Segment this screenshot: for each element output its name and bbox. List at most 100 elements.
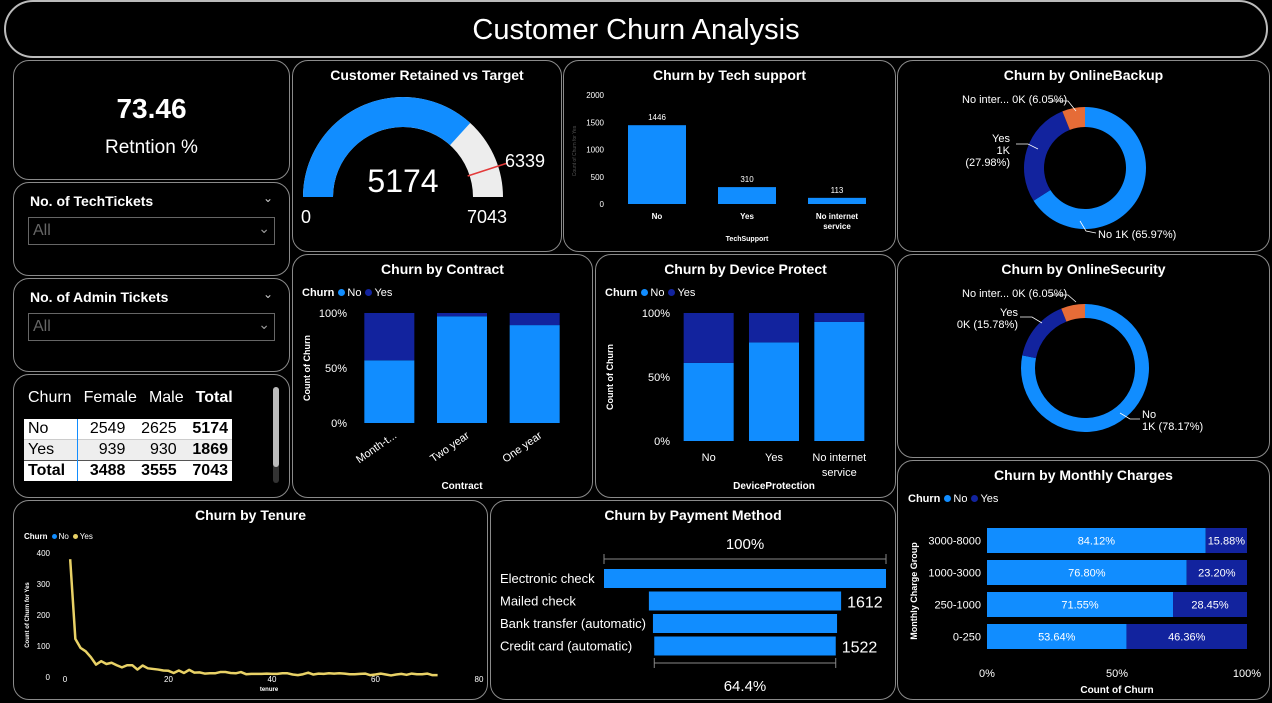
slicer-tech-tickets: No. of TechTickets ⌄ All ⌄	[13, 182, 290, 276]
bar-no	[749, 342, 799, 441]
matrix-header-total[interactable]: Total	[195, 389, 233, 406]
data-label: 28.45%	[1191, 600, 1229, 612]
device-protect-title: Churn by Device Protect	[664, 261, 827, 277]
legend-no[interactable]: No	[650, 287, 665, 299]
y-axis-title: Count of Churn	[605, 344, 615, 410]
tech-support-title: Churn by Tech support	[653, 67, 806, 83]
data-label: 23.20%	[1198, 568, 1236, 580]
bar-yes	[683, 313, 734, 363]
online-backup-chart	[1016, 100, 1146, 234]
donut-label-no-internet: No inter... 0K (6.05%)	[962, 288, 1068, 300]
y-tick-label: 2000	[586, 91, 604, 100]
scrollbar-thumb[interactable]	[273, 387, 279, 467]
table-row[interactable]: Total 3488 3555 7043	[24, 460, 232, 481]
leader-line	[1050, 294, 1077, 303]
bar-yes	[1205, 528, 1247, 553]
contract-legend: Churn No Yes	[302, 287, 392, 299]
chevron-down-icon[interactable]: ⌄	[262, 191, 273, 205]
matrix-cell: No	[24, 419, 79, 440]
bar-yes	[437, 313, 487, 317]
legend-yes-dot	[365, 289, 373, 296]
y-axis-title: Count of Churn	[302, 335, 312, 401]
tech-tickets-dropdown[interactable]: All ⌄	[28, 217, 275, 245]
x-tick-label: No	[652, 212, 663, 221]
donut-slice	[1024, 111, 1070, 201]
dropdown-arrow-icon[interactable]: ⌄	[258, 220, 270, 236]
matrix-header-churn[interactable]: Churn	[28, 389, 72, 406]
leader-line	[1119, 412, 1140, 420]
matrix-cell: 3488	[89, 462, 126, 479]
funnel-bar	[604, 569, 886, 588]
matrix-header-female[interactable]: Female	[83, 389, 137, 406]
bar-yes	[1126, 624, 1247, 649]
matrix-header-male[interactable]: Male	[148, 389, 184, 406]
donut-slice	[1062, 107, 1085, 130]
donut-slice	[1061, 304, 1085, 322]
matrix-cell: 2549	[89, 420, 126, 437]
x-tick-label: Yes	[765, 452, 783, 464]
bar-yes	[1186, 560, 1247, 585]
x-axis-title: Contract	[441, 481, 483, 492]
donut-label-no: No 1K (65.97%)	[1098, 229, 1177, 241]
tenure-panel: Churn by Tenure Churn No Yes 400 300 200 100 0…	[13, 500, 488, 700]
x-axis-title: Count of Churn	[1080, 685, 1153, 696]
legend-title: Churn	[908, 493, 941, 505]
table-row[interactable]: Yes 939 930 1869	[24, 439, 232, 461]
chevron-down-icon[interactable]: ⌄	[262, 287, 273, 301]
dropdown-arrow-icon[interactable]: ⌄	[258, 316, 270, 332]
bar-no	[683, 362, 734, 441]
monthly-charges-panel: Churn by Monthly Charges Churn No Yes 84.1…	[897, 460, 1270, 700]
tenure-title: Churn by Tenure	[195, 507, 306, 523]
legend-yes[interactable]: Yes	[374, 287, 393, 299]
y-tick-label: 1000	[586, 146, 604, 155]
contract-panel: Churn by Contract Churn No Yes 100% 50% 0% Co…	[292, 254, 593, 498]
x-tick-label: No	[702, 452, 716, 464]
gauge-panel: Customer Retained vs Target 5174 0 7043 …	[292, 60, 562, 252]
y-axis-title: Monthly Charge Group	[909, 542, 919, 640]
matrix-cell: 7043	[192, 462, 228, 479]
tech-support-panel: Churn by Tech support 2000 1500 1000 500 0 Co…	[563, 60, 896, 252]
y-tick-label: 500	[591, 173, 605, 182]
monthly-legend: Churn No Yes	[908, 493, 998, 505]
legend-no[interactable]: No	[58, 532, 69, 541]
legend-no-dot	[338, 289, 346, 296]
category-label: Electronic check	[500, 571, 595, 586]
contract-title: Churn by Contract	[381, 261, 504, 277]
scrollbar[interactable]	[273, 387, 279, 483]
slicer-admin-tickets: No. of Admin Tickets ⌄ All ⌄	[13, 278, 290, 372]
slicer-title: No. of Admin Tickets	[30, 289, 169, 305]
leader-line	[1050, 100, 1077, 112]
bar-no	[814, 321, 865, 441]
data-label: 84.12%	[1078, 536, 1116, 548]
category-label: Bank transfer (automatic)	[500, 616, 646, 631]
device-protect-panel: Churn by Device Protect Churn No Yes 100% 5…	[595, 254, 896, 498]
donut-slice	[1033, 107, 1146, 229]
admin-tickets-dropdown[interactable]: All ⌄	[28, 313, 275, 341]
contract-chart: 100% 50% 0% Count of Churn Month-t... Two yea…	[302, 308, 560, 492]
y-tick-label: 100%	[642, 308, 670, 320]
legend-yes[interactable]: Yes	[79, 532, 93, 541]
y-tick-label: 200	[37, 611, 51, 620]
bar-yes	[814, 313, 865, 322]
legend-no[interactable]: No	[347, 287, 362, 299]
table-row[interactable]: No 2549 2625 5174	[24, 419, 232, 440]
x-tick-label: 60	[371, 675, 380, 684]
x-tick-label: 20	[164, 675, 173, 684]
funnel-bar	[652, 614, 838, 633]
data-label: 1446	[648, 113, 666, 122]
legend-yes[interactable]: Yes	[980, 493, 999, 505]
bar-yes	[1173, 592, 1247, 617]
gauge-target-marker	[467, 162, 508, 177]
matrix-table: No 2549 2625 5174 Yes 939 930 1869 Total…	[24, 419, 232, 481]
monthly-charges-title: Churn by Monthly Charges	[994, 467, 1173, 483]
matrix-cell: 930	[149, 441, 177, 458]
y-tick-label: 0%	[654, 436, 670, 448]
slicer-title: No. of TechTickets	[30, 193, 154, 209]
matrix-cell: 5174	[192, 420, 228, 437]
x-tick-label: No internet	[812, 452, 866, 464]
data-label: 15.88%	[1208, 536, 1246, 548]
donut-slice	[1022, 308, 1067, 359]
legend-no[interactable]: No	[953, 493, 968, 505]
legend-yes[interactable]: Yes	[677, 287, 696, 299]
payment-method-panel: Churn by Payment Method 100% Electronic c…	[490, 500, 896, 700]
